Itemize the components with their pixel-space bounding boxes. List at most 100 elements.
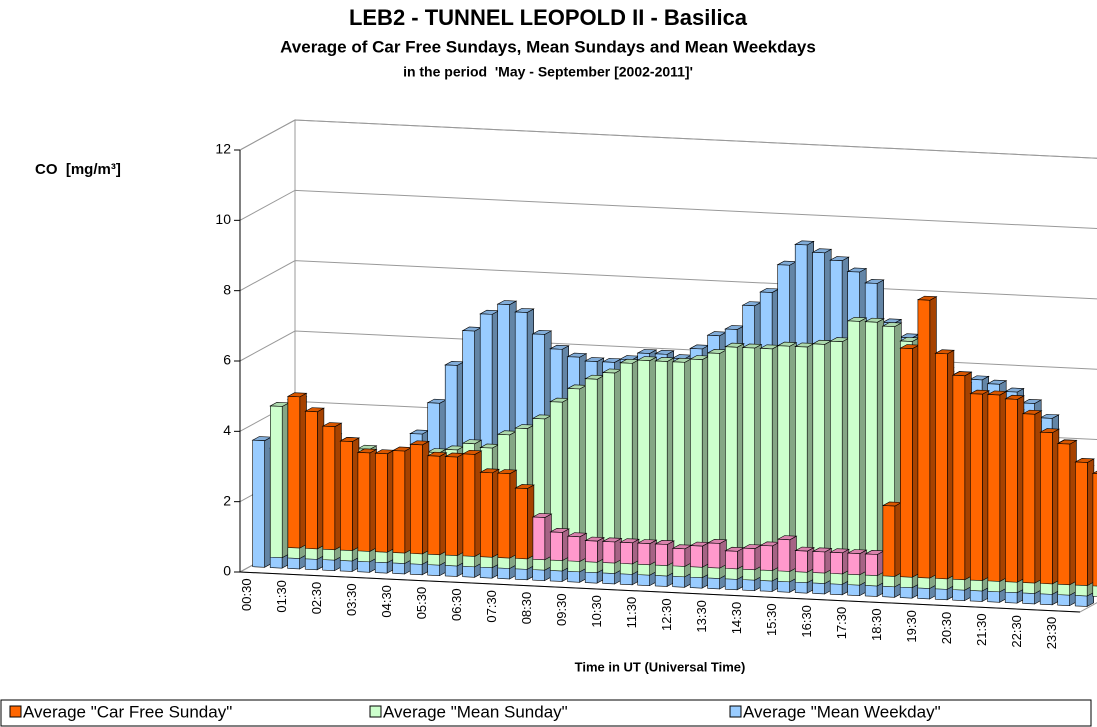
bar: [689, 355, 710, 579]
y-tick-label: 2: [223, 492, 231, 508]
bar: [776, 535, 798, 572]
bar-front: [707, 542, 721, 569]
x-tick-label: 21:30: [974, 613, 989, 646]
bar: [969, 389, 990, 582]
bar-front: [847, 320, 861, 586]
bar-front: [742, 547, 756, 571]
legend-swatch: [369, 705, 382, 718]
bar: [426, 451, 448, 556]
x-tick-label: 07:30: [484, 590, 499, 623]
bar-top: [1091, 470, 1097, 474]
bar-front: [724, 346, 738, 580]
bar: [374, 449, 395, 553]
bar: [636, 539, 658, 566]
grid-line: [239, 189, 1097, 230]
bar-front: [585, 540, 598, 563]
x-tick-label: 14:30: [729, 602, 744, 635]
bar: [444, 452, 465, 557]
bar: [619, 538, 640, 565]
x-tick-label: 05:30: [414, 587, 429, 620]
bar-front: [1057, 443, 1071, 586]
bar: [304, 407, 325, 550]
bar-front: [357, 452, 371, 552]
legend-swatch: [9, 705, 22, 718]
bar: [934, 349, 955, 580]
bar: [286, 392, 308, 549]
bar: [846, 549, 868, 576]
bar: [671, 357, 693, 578]
bar: [864, 317, 885, 587]
bar-front: [690, 545, 703, 568]
chart-subtitle: in the period 'May - September [2002-201…: [403, 64, 693, 80]
x-tick-label: 17:30: [834, 607, 849, 640]
bar-front: [340, 440, 353, 551]
bar: [1021, 409, 1043, 584]
bar-front: [812, 551, 826, 574]
chart-title: LEB2 - TUNNEL LEOPOLD II - Basilica: [349, 5, 748, 30]
bar-front: [1040, 431, 1053, 585]
bar: [409, 440, 430, 555]
bar-front: [515, 487, 528, 560]
bar-front: [742, 347, 756, 581]
x-tick-label: 03:30: [344, 583, 359, 616]
bar: [689, 541, 710, 568]
y-axis-label: CO [mg/m³]: [35, 161, 121, 178]
bar: [549, 527, 570, 562]
bar: [829, 548, 850, 575]
bar: [916, 295, 938, 579]
bar-front: [794, 346, 808, 584]
bar-front: [777, 345, 791, 583]
bar: [356, 448, 378, 552]
bar: [496, 469, 518, 559]
bar-front: [655, 543, 668, 566]
bar-front: [917, 299, 931, 579]
bar: [776, 341, 798, 583]
x-tick-label: 00:30: [239, 578, 254, 611]
bar: [584, 536, 605, 563]
legend-label: Average "Car Free Sunday": [23, 702, 232, 721]
bar: [986, 390, 1008, 582]
bar: [741, 544, 763, 571]
bar: [794, 342, 815, 584]
bar-front: [532, 516, 546, 561]
bar: [1074, 458, 1095, 587]
bar: [759, 344, 780, 582]
bar-front: [882, 505, 896, 577]
x-tick-label: 04:30: [379, 585, 394, 618]
bar-front: [812, 343, 826, 584]
bar-front: [1075, 461, 1088, 586]
bar: [566, 384, 588, 573]
bar-front: [392, 450, 406, 554]
bar-front: [707, 352, 721, 579]
legend-swatch: [729, 705, 742, 718]
x-tick-label: 10:30: [589, 595, 604, 628]
bar-front: [480, 471, 493, 558]
y-tick-label: 6: [223, 352, 231, 368]
bar-front: [654, 360, 668, 577]
bar-front: [427, 455, 441, 556]
bar-front: [1005, 398, 1018, 583]
bar: [269, 402, 290, 559]
bar: [339, 437, 360, 552]
bar-front: [620, 541, 633, 565]
x-tick-label: 02:30: [309, 582, 324, 615]
bar-front: [987, 394, 1001, 582]
x-tick-label: 09:30: [554, 593, 569, 626]
bar-front: [375, 452, 388, 553]
bar-front: [497, 472, 511, 559]
bar: [566, 532, 588, 562]
bar-front: [829, 340, 843, 585]
bar-front: [672, 361, 686, 578]
bar-front: [584, 378, 598, 574]
x-tick-label: 19:30: [904, 610, 919, 643]
bar-front: [619, 362, 633, 575]
bar: [1039, 428, 1060, 585]
bar-front: [952, 374, 966, 581]
bar-front: [830, 551, 843, 575]
bar: [1091, 470, 1097, 587]
bar: [654, 540, 675, 567]
bar: [514, 484, 535, 560]
bar-front: [672, 547, 686, 567]
bar-front: [322, 425, 336, 551]
x-tick-label: 22:30: [1009, 615, 1024, 648]
